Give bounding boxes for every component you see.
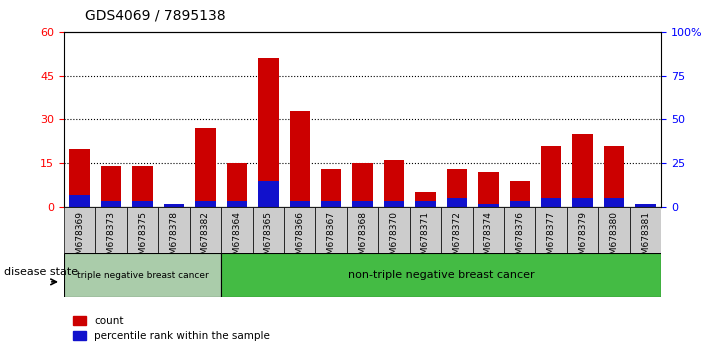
Bar: [353, 201, 373, 207]
Bar: [127, 207, 159, 253]
Bar: [132, 201, 153, 207]
Bar: [258, 58, 279, 207]
Legend: count, percentile rank within the sample: count, percentile rank within the sample: [69, 312, 274, 345]
Bar: [321, 201, 341, 207]
Bar: [567, 207, 599, 253]
Bar: [321, 169, 341, 207]
Bar: [572, 198, 593, 207]
Bar: [504, 207, 535, 253]
Bar: [64, 207, 95, 253]
Bar: [535, 207, 567, 253]
Bar: [284, 207, 316, 253]
Bar: [604, 146, 624, 207]
Bar: [636, 204, 656, 207]
Text: GSM678364: GSM678364: [232, 211, 241, 266]
Bar: [510, 181, 530, 207]
Bar: [101, 201, 122, 207]
Bar: [347, 207, 378, 253]
Text: GSM678374: GSM678374: [484, 211, 493, 266]
Text: triple negative breast cancer: triple negative breast cancer: [77, 271, 208, 280]
Bar: [415, 201, 436, 207]
Bar: [164, 204, 184, 207]
Bar: [95, 207, 127, 253]
Bar: [473, 207, 504, 253]
Bar: [227, 201, 247, 207]
Bar: [478, 172, 498, 207]
Bar: [599, 207, 630, 253]
Text: GSM678377: GSM678377: [547, 211, 556, 266]
Text: GSM678380: GSM678380: [609, 211, 619, 266]
Bar: [541, 198, 562, 207]
Bar: [70, 149, 90, 207]
Text: GSM678382: GSM678382: [201, 211, 210, 266]
Text: GSM678376: GSM678376: [515, 211, 524, 266]
Bar: [132, 166, 153, 207]
Bar: [221, 253, 661, 297]
Text: GSM678379: GSM678379: [578, 211, 587, 266]
Bar: [378, 207, 410, 253]
Bar: [252, 207, 284, 253]
Bar: [64, 253, 221, 297]
Text: GSM678375: GSM678375: [138, 211, 147, 266]
Bar: [70, 195, 90, 207]
Bar: [636, 204, 656, 207]
Bar: [101, 166, 122, 207]
Text: GSM678368: GSM678368: [358, 211, 367, 266]
Bar: [196, 128, 215, 207]
Text: GSM678381: GSM678381: [641, 211, 650, 266]
Text: disease state: disease state: [4, 267, 77, 277]
Text: GSM678367: GSM678367: [326, 211, 336, 266]
Text: GSM678365: GSM678365: [264, 211, 273, 266]
Bar: [384, 201, 405, 207]
Bar: [442, 207, 473, 253]
Bar: [447, 198, 467, 207]
Bar: [258, 181, 279, 207]
Bar: [384, 160, 405, 207]
Text: GSM678369: GSM678369: [75, 211, 84, 266]
Bar: [415, 193, 436, 207]
Bar: [353, 163, 373, 207]
Bar: [159, 207, 190, 253]
Bar: [541, 146, 562, 207]
Bar: [164, 204, 184, 207]
Text: GSM678372: GSM678372: [452, 211, 461, 266]
Text: GSM678378: GSM678378: [169, 211, 178, 266]
Text: GDS4069 / 7895138: GDS4069 / 7895138: [85, 9, 226, 23]
Text: GSM678366: GSM678366: [295, 211, 304, 266]
Bar: [289, 111, 310, 207]
Bar: [410, 207, 442, 253]
Text: non-triple negative breast cancer: non-triple negative breast cancer: [348, 270, 535, 280]
Bar: [510, 201, 530, 207]
Bar: [196, 201, 215, 207]
Bar: [572, 134, 593, 207]
Bar: [447, 169, 467, 207]
Bar: [316, 207, 347, 253]
Bar: [227, 163, 247, 207]
Bar: [604, 198, 624, 207]
Bar: [478, 204, 498, 207]
Text: GSM678371: GSM678371: [421, 211, 430, 266]
Bar: [221, 207, 252, 253]
Text: GSM678373: GSM678373: [107, 211, 116, 266]
Text: GSM678370: GSM678370: [390, 211, 399, 266]
Bar: [630, 207, 661, 253]
Bar: [289, 201, 310, 207]
Bar: [190, 207, 221, 253]
